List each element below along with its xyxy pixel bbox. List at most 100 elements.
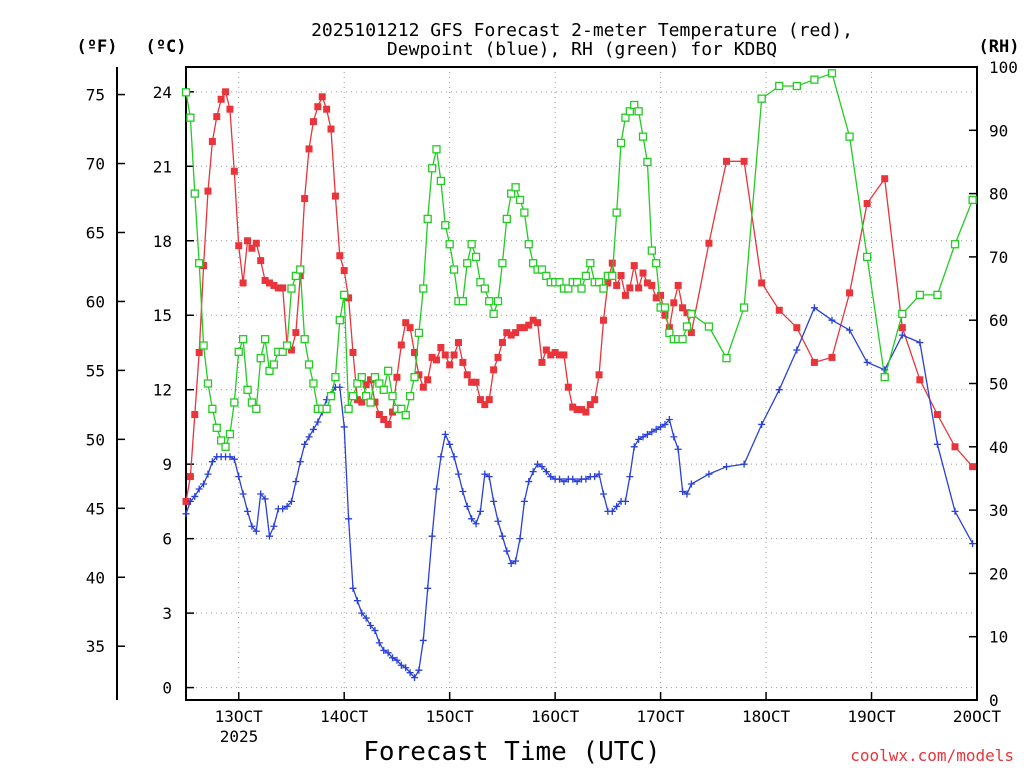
temperature-point bbox=[525, 321, 533, 329]
temperature-point bbox=[705, 239, 713, 247]
dewpoint-point bbox=[437, 453, 445, 461]
rh-point bbox=[278, 347, 287, 357]
temperature-point bbox=[380, 415, 388, 423]
dewpoint-point bbox=[305, 433, 313, 441]
temperature-point bbox=[384, 420, 392, 428]
temperature-point bbox=[230, 167, 238, 175]
dewpoint-point bbox=[336, 383, 344, 391]
rh-point bbox=[362, 392, 371, 401]
dewpoint-point bbox=[648, 428, 656, 436]
x-tick-label: 17OCT bbox=[637, 707, 686, 726]
temperature-point bbox=[362, 381, 370, 389]
fahrenheit-tick-label: 75 bbox=[86, 86, 105, 105]
dewpoint-point bbox=[485, 473, 493, 481]
dewpoint-point bbox=[635, 435, 643, 443]
temperature-point bbox=[428, 353, 436, 361]
dewpoint-point bbox=[235, 473, 243, 481]
rh-point bbox=[348, 392, 358, 401]
x-tick-label: 16OCT bbox=[531, 707, 580, 726]
temperature-point bbox=[679, 304, 687, 312]
rh-point bbox=[353, 379, 362, 388]
rh-point bbox=[577, 284, 586, 293]
dewpoint-point bbox=[534, 460, 542, 468]
temperature-point bbox=[578, 406, 585, 414]
dewpoint-point bbox=[406, 669, 414, 677]
temperature-point bbox=[213, 113, 221, 121]
dewpoint-point bbox=[661, 420, 669, 428]
temperature-point bbox=[446, 361, 454, 369]
rh-point bbox=[493, 297, 503, 306]
dewpoint-point bbox=[367, 622, 375, 630]
rh-point bbox=[269, 360, 279, 369]
dewpoint-point bbox=[670, 433, 678, 441]
dewpoint-point bbox=[621, 497, 629, 505]
series-dewpoint bbox=[182, 304, 977, 682]
temperature-point bbox=[244, 237, 252, 245]
dewpoint-point bbox=[349, 584, 357, 592]
dewpoint-point bbox=[230, 455, 238, 463]
temperature-point bbox=[345, 294, 353, 302]
temperature-point bbox=[389, 408, 397, 416]
temperature-point bbox=[411, 348, 419, 356]
rh-point bbox=[827, 69, 837, 78]
credit-link[interactable]: coolwx.com/models bbox=[850, 746, 1014, 765]
dewpoint-point bbox=[450, 453, 458, 461]
temperature-point bbox=[586, 401, 594, 409]
rh-point bbox=[309, 379, 318, 388]
fahrenheit-tick-label: 65 bbox=[86, 223, 105, 242]
rh-point bbox=[616, 138, 626, 148]
rh-tick-label: 30 bbox=[989, 501, 1008, 520]
rh-tick-label: 50 bbox=[989, 375, 1008, 394]
rh-point bbox=[335, 316, 344, 325]
rh-point bbox=[388, 392, 397, 401]
dewpoint-point bbox=[613, 502, 621, 510]
fahrenheit-axis-label: (ºF) bbox=[77, 37, 118, 57]
dewpoint-point bbox=[560, 478, 568, 486]
dewpoint-point bbox=[573, 478, 581, 486]
rh-point bbox=[234, 347, 243, 357]
rh-point bbox=[190, 189, 199, 198]
rh-point bbox=[507, 189, 516, 198]
x-tick-label: 15OCT bbox=[426, 707, 475, 726]
dewpoint-point bbox=[389, 654, 397, 662]
temperature-point bbox=[270, 281, 278, 289]
dewpoint-point bbox=[314, 418, 322, 426]
rh-point bbox=[441, 221, 450, 230]
dewpoint-point bbox=[428, 532, 436, 540]
rh-point bbox=[845, 132, 854, 141]
rh-point bbox=[638, 132, 648, 141]
temperature-point bbox=[617, 272, 625, 280]
dewpoint-point bbox=[494, 517, 502, 525]
dewpoint-point bbox=[569, 475, 577, 483]
temperature-point bbox=[309, 118, 317, 126]
temperature-point bbox=[274, 284, 282, 292]
temperature-point bbox=[208, 137, 216, 145]
dewpoint-point bbox=[520, 497, 528, 505]
rh-point bbox=[537, 265, 547, 274]
rh-point bbox=[564, 284, 573, 293]
rh-point bbox=[739, 303, 749, 312]
dewpoint-point bbox=[468, 515, 476, 523]
rh-point bbox=[572, 278, 582, 287]
temperature-point bbox=[402, 319, 410, 327]
rh-point bbox=[586, 259, 595, 268]
temperature-point bbox=[556, 351, 564, 359]
temperature-point bbox=[393, 373, 401, 381]
dewpoint-point bbox=[191, 492, 199, 500]
rh-point bbox=[757, 94, 766, 103]
temperature-point bbox=[327, 125, 335, 133]
celsius-tick-label: 9 bbox=[162, 455, 172, 474]
fahrenheit-tick-label: 40 bbox=[86, 568, 105, 587]
dewpoint-point bbox=[599, 490, 607, 498]
temperature-point bbox=[661, 311, 669, 319]
rh-point bbox=[449, 265, 459, 274]
rh-point bbox=[370, 373, 380, 382]
temperature-point bbox=[358, 398, 366, 406]
rh-point bbox=[660, 303, 670, 312]
fahrenheit-tick-label: 45 bbox=[86, 499, 105, 518]
grid-layer bbox=[186, 67, 977, 700]
temperature-point bbox=[239, 279, 247, 287]
dewpoint-point bbox=[204, 470, 212, 478]
dewpoint-point bbox=[446, 440, 454, 448]
temperature-point bbox=[652, 294, 660, 302]
